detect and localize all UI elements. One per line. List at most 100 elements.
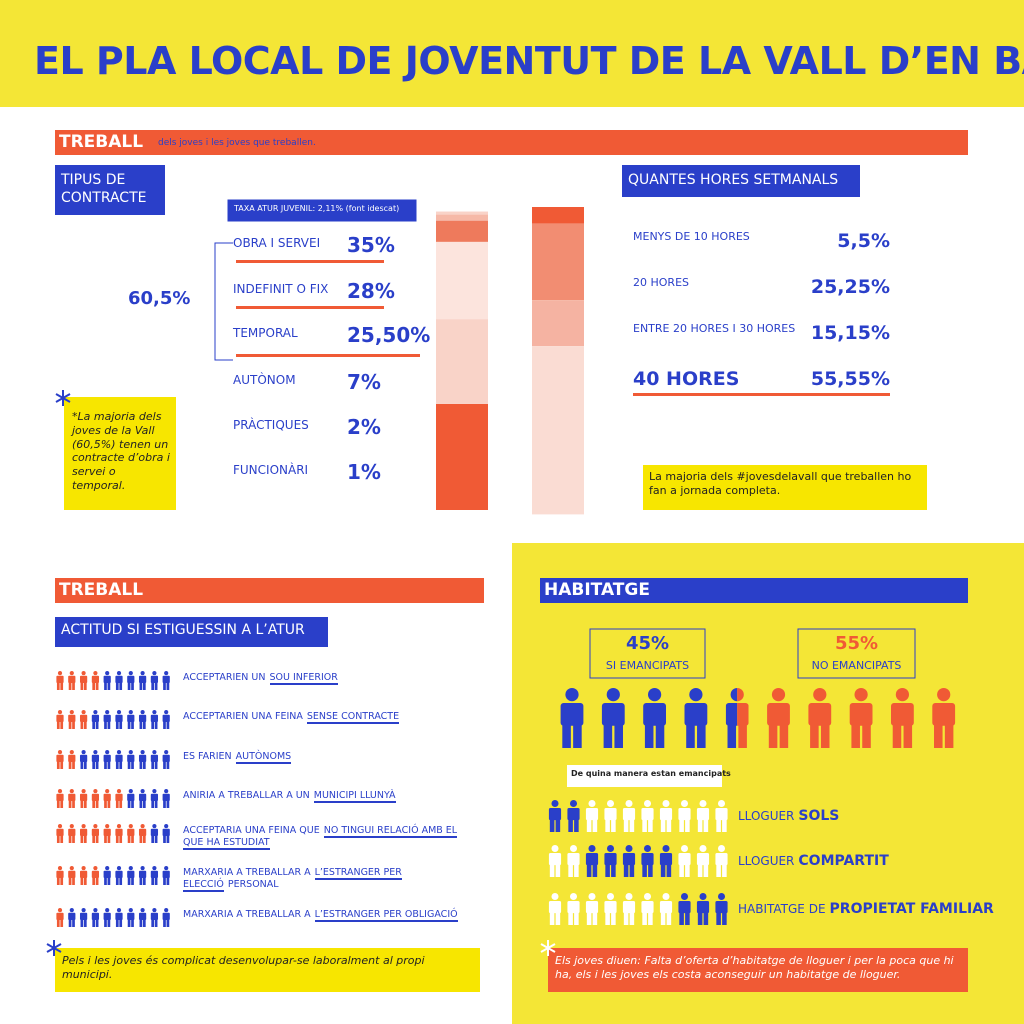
icon-head: [81, 750, 86, 755]
icon-leg: [614, 724, 623, 748]
icon-head: [606, 845, 615, 853]
icon-head: [717, 800, 726, 808]
treball-bar: [55, 578, 484, 603]
icon-body: [150, 675, 159, 683]
person-icon: [162, 750, 170, 769]
icon-leg: [851, 724, 860, 748]
icon-leg: [716, 864, 721, 877]
icon-leg: [107, 919, 111, 927]
icon-head: [689, 688, 703, 702]
icon-body: [138, 793, 147, 801]
icon-head: [93, 866, 98, 871]
person-icon: [91, 908, 100, 927]
person-icon: [68, 908, 76, 927]
underline: [633, 393, 890, 396]
icon-leg: [703, 819, 709, 832]
icon-leg: [660, 912, 666, 925]
icon-leg: [697, 724, 706, 748]
icon-leg: [820, 724, 830, 748]
person-icon: [725, 688, 738, 748]
item-value: 28%: [347, 279, 395, 303]
icon-head: [730, 688, 738, 702]
label-box: [567, 765, 722, 787]
icon-head: [57, 671, 63, 676]
stack-segment: [436, 403, 488, 510]
person-icon: [68, 789, 76, 808]
icon-head: [854, 688, 868, 702]
icon-leg: [568, 912, 573, 925]
icon-body: [849, 703, 873, 726]
icon-leg: [95, 761, 99, 769]
atur-title-box: [55, 617, 328, 647]
row-highlight: L’ESTRANGER PER ELECCIÓ: [183, 867, 402, 892]
icon-leg: [72, 761, 75, 769]
icon-body: [641, 853, 654, 866]
stat-caption: NO EMANCIPATS: [811, 659, 902, 672]
icon-leg: [574, 912, 579, 925]
person-icon: [548, 800, 562, 832]
habitatge-bar: [540, 578, 968, 603]
icon-head: [57, 908, 63, 913]
icon-head: [164, 824, 169, 829]
person-icon: [115, 789, 123, 808]
way-prefix: LLOGUER: [738, 809, 795, 823]
icon-body: [696, 853, 710, 866]
icon-head: [717, 845, 726, 853]
note-box: [64, 397, 176, 510]
icon-leg: [115, 835, 119, 843]
icon-leg: [80, 800, 84, 808]
icon-body: [103, 754, 111, 762]
icon-head: [606, 800, 615, 808]
icon-leg: [592, 864, 598, 877]
item-name: TEMPORAL: [233, 326, 298, 340]
icon-body: [56, 675, 64, 683]
icon-leg: [154, 877, 158, 885]
icon-body: [138, 870, 147, 878]
item-name: ENTRE 20 HORES I 30 HORES: [633, 322, 796, 335]
person-icon: [68, 750, 76, 769]
person-icon: [79, 671, 88, 690]
icon-body: [548, 808, 562, 821]
icon-body: [91, 754, 100, 762]
icon-leg: [56, 835, 60, 843]
row-text: MARXARIA A TREBALLAR A L’ESTRANGER PER EL…: [183, 867, 478, 892]
person-icon: [56, 824, 64, 843]
person-icon: [79, 824, 88, 843]
icon-body: [162, 870, 170, 878]
icon-leg: [151, 919, 155, 927]
icon-head: [140, 908, 145, 913]
icon-head: [569, 893, 578, 901]
stack-segment: [436, 319, 488, 404]
icon-leg: [154, 721, 158, 729]
icon-head: [164, 908, 169, 913]
icon-head: [57, 824, 63, 829]
way-prefix: HABITATGE DE: [738, 902, 826, 916]
person-icon: [127, 671, 135, 690]
item-value: 25,25%: [810, 276, 890, 298]
stack-segment: [436, 211, 488, 215]
item-value: 1%: [347, 460, 381, 484]
icon-leg: [768, 724, 778, 748]
person-icon: [737, 688, 749, 748]
icon-leg: [119, 721, 123, 729]
row-highlight: AUTÒNOMS: [235, 751, 292, 764]
row-text: ACCEPTARIEN UNA FEINA SENSE CONTRACTE: [183, 711, 478, 724]
person-icon: [932, 688, 956, 748]
icon-body: [684, 703, 708, 726]
person-icon: [548, 845, 562, 877]
section-heading: TREBALL: [59, 132, 144, 152]
icon-leg: [166, 835, 170, 843]
person-icon: [115, 908, 123, 927]
icon-leg: [555, 819, 561, 832]
icon-leg: [549, 912, 555, 925]
icon-leg: [95, 800, 99, 808]
icon-leg: [166, 919, 170, 927]
person-icon: [162, 866, 170, 885]
icon-leg: [154, 682, 158, 690]
icon-body: [127, 870, 135, 878]
box-title: TIPUS DE CONTRACTE: [61, 172, 147, 206]
icon-leg: [131, 761, 134, 769]
icon-leg: [104, 835, 107, 843]
icon-leg: [139, 800, 143, 808]
